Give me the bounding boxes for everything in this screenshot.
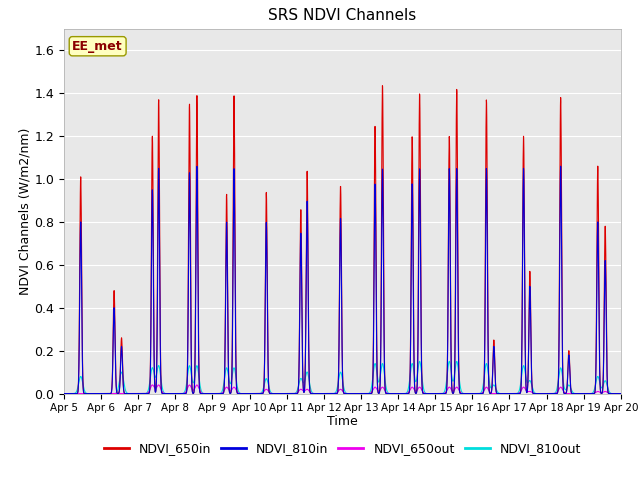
NDVI_650in — [298, 288, 306, 294]
NDVI_810out — [606, 390, 614, 396]
NDVI_650out — [606, 391, 614, 396]
NDVI_650in — [280, 391, 287, 396]
NDVI_810out — [60, 391, 68, 396]
NDVI_810in — [546, 391, 554, 396]
NDVI_810in — [274, 391, 282, 396]
NDVI_650in — [379, 83, 387, 89]
NDVI_810out — [274, 391, 282, 396]
Title: SRS NDVI Channels: SRS NDVI Channels — [268, 9, 417, 24]
NDVI_650out — [274, 391, 282, 396]
NDVI_810in — [606, 391, 614, 396]
NDVI_650out — [124, 391, 131, 396]
NDVI_650in — [60, 391, 68, 396]
NDVI_650out — [617, 391, 625, 396]
NDVI_810in — [280, 391, 287, 396]
NDVI_810in — [157, 362, 164, 368]
NDVI_650out — [298, 387, 306, 393]
NDVI_810out — [124, 391, 132, 396]
Y-axis label: NDVI Channels (W/m2/nm): NDVI Channels (W/m2/nm) — [19, 128, 31, 295]
NDVI_650in — [157, 354, 164, 360]
NDVI_650out — [148, 382, 156, 388]
Line: NDVI_810out: NDVI_810out — [64, 361, 621, 394]
Line: NDVI_650out: NDVI_650out — [64, 385, 621, 394]
NDVI_810out — [547, 391, 554, 396]
NDVI_650in — [617, 391, 625, 396]
NDVI_650in — [547, 391, 554, 396]
NDVI_650in — [606, 391, 614, 396]
Legend: NDVI_650in, NDVI_810in, NDVI_650out, NDVI_810out: NDVI_650in, NDVI_810in, NDVI_650out, NDV… — [99, 437, 586, 460]
NDVI_810out — [298, 377, 306, 383]
X-axis label: Time: Time — [327, 415, 358, 428]
NDVI_810in — [60, 391, 68, 396]
NDVI_810in — [617, 391, 625, 396]
NDVI_810in — [298, 301, 306, 307]
Text: EE_met: EE_met — [72, 40, 123, 53]
NDVI_810out — [453, 359, 461, 364]
Line: NDVI_810in: NDVI_810in — [64, 166, 621, 394]
NDVI_810in — [557, 163, 564, 169]
NDVI_810in — [124, 391, 131, 396]
NDVI_810out — [617, 391, 625, 396]
Line: NDVI_650in: NDVI_650in — [64, 86, 621, 394]
NDVI_810out — [97, 391, 105, 396]
NDVI_650out — [157, 385, 164, 391]
NDVI_650in — [124, 391, 131, 396]
NDVI_650out — [546, 391, 554, 396]
NDVI_810out — [157, 374, 164, 380]
NDVI_650in — [274, 391, 282, 396]
NDVI_650out — [60, 391, 68, 396]
